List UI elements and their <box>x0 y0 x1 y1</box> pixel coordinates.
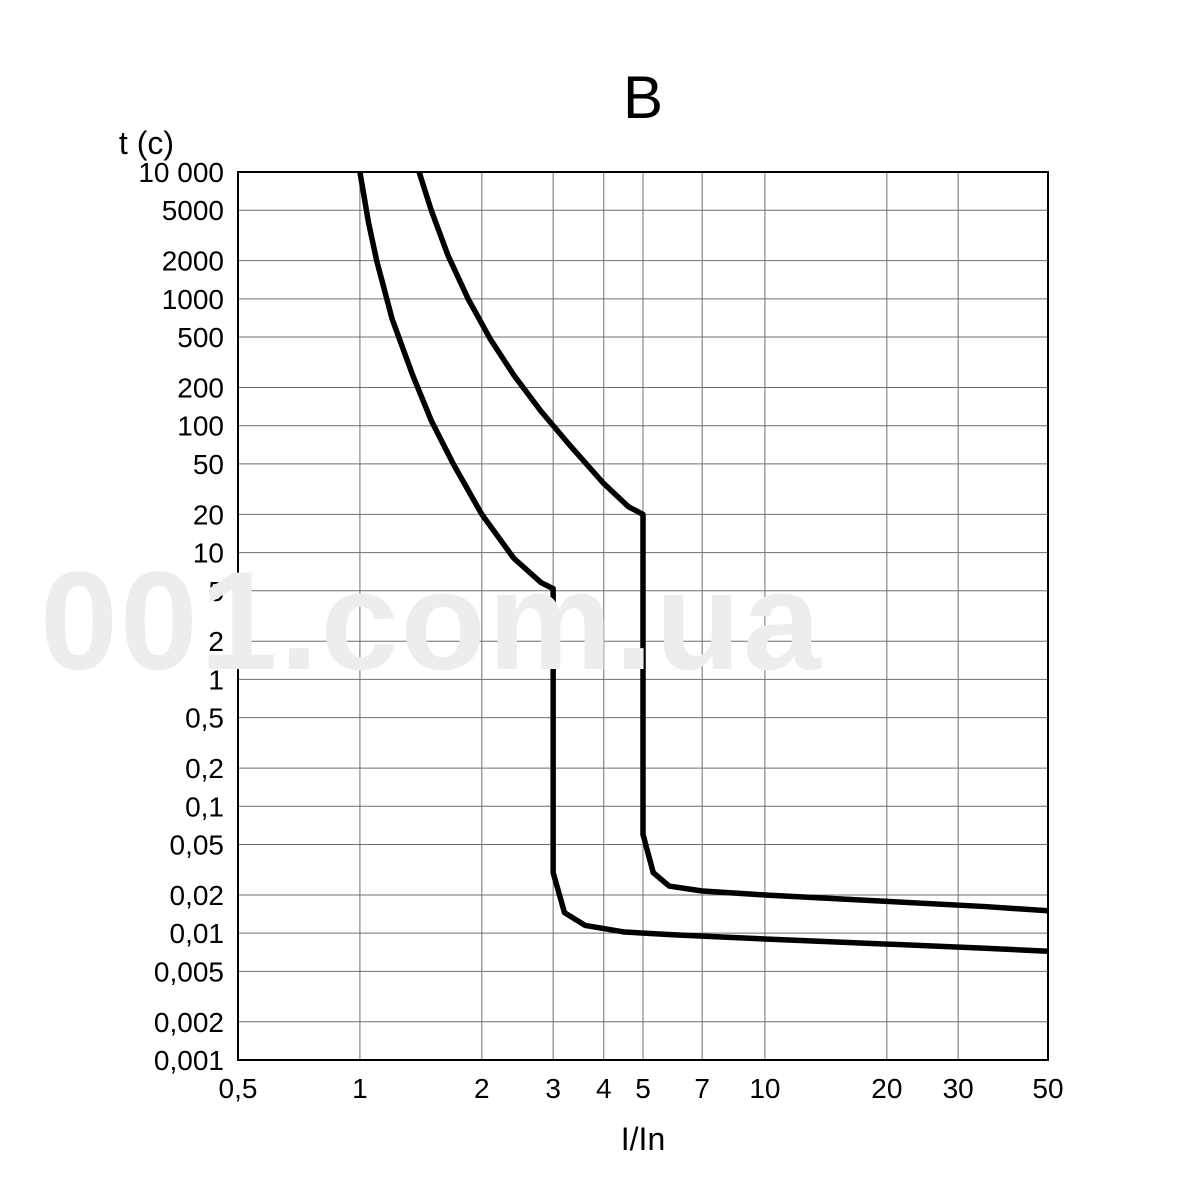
y-tick-label: 1 <box>208 664 224 695</box>
x-tick-label: 4 <box>596 1073 612 1104</box>
x-axis-label: I/In <box>621 1121 665 1157</box>
x-tick-label: 30 <box>943 1073 974 1104</box>
y-tick-label: 0,01 <box>170 918 225 949</box>
y-tick-label: 200 <box>177 373 224 404</box>
y-tick-label: 0,05 <box>170 829 225 860</box>
y-tick-label: 5000 <box>162 195 224 226</box>
chart-title: B <box>623 64 663 131</box>
y-tick-label: 2 <box>208 626 224 657</box>
x-tick-label: 50 <box>1032 1073 1063 1104</box>
y-tick-label: 20 <box>193 499 224 530</box>
y-tick-label: 1000 <box>162 284 224 315</box>
x-tick-label: 0,5 <box>219 1073 258 1104</box>
y-tick-label: 10 <box>193 538 224 569</box>
y-tick-label: 0,02 <box>170 880 225 911</box>
x-tick-label: 10 <box>749 1073 780 1104</box>
y-tick-label: 0,001 <box>154 1045 224 1076</box>
x-tick-label: 3 <box>545 1073 561 1104</box>
x-tick-label: 2 <box>474 1073 490 1104</box>
y-tick-label: 0,005 <box>154 956 224 987</box>
y-tick-label: 100 <box>177 411 224 442</box>
trip-curve-chart: Bt (c)I/In0,5123457102030500,0010,0020,0… <box>0 0 1200 1200</box>
y-tick-label: 500 <box>177 322 224 353</box>
y-axis-label: t (c) <box>119 125 174 161</box>
y-tick-label: 0,2 <box>185 753 224 784</box>
x-tick-label: 20 <box>871 1073 902 1104</box>
y-tick-label: 0,5 <box>185 703 224 734</box>
x-tick-label: 7 <box>694 1073 710 1104</box>
x-tick-label: 5 <box>635 1073 651 1104</box>
y-tick-label: 10 000 <box>138 157 224 188</box>
y-tick-label: 0,1 <box>185 791 224 822</box>
y-tick-label: 5 <box>208 576 224 607</box>
x-tick-label: 1 <box>352 1073 368 1104</box>
y-tick-label: 50 <box>193 449 224 480</box>
y-tick-label: 0,002 <box>154 1007 224 1038</box>
y-tick-label: 2000 <box>162 246 224 277</box>
